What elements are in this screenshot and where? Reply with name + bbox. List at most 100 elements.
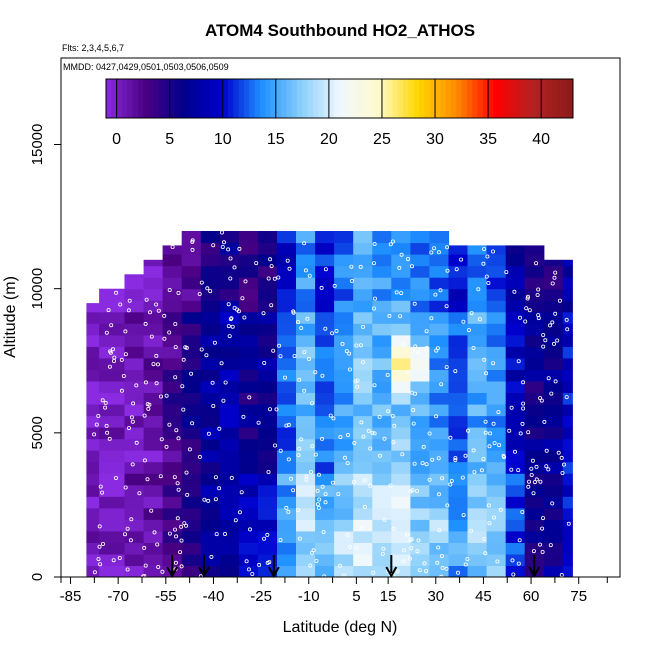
heat-cell [372,461,392,474]
heat-cell [296,450,316,463]
measurement-point [98,484,103,489]
heat-cell [162,357,183,370]
measurement-point [555,338,560,343]
measurement-point [354,545,359,550]
heat-cell [99,542,126,555]
colorbar-swatch [381,79,388,118]
colorbar-swatch [312,79,319,118]
heat-cell [410,565,431,577]
heat-cell [543,484,564,497]
plot-frame [60,57,621,578]
measurement-point [123,532,128,537]
dates-subtitle: MMDD: 0427,0429,0501,0503,0506,0509 [63,62,229,72]
measurement-point [388,242,393,247]
heat-cell [505,334,526,347]
heat-cell [543,553,564,566]
measurement-point [415,488,420,493]
heat-cell [315,334,335,347]
heat-cell [296,565,316,577]
measurement-point [507,428,512,433]
measurement-point [108,349,113,354]
heat-cell [238,473,259,486]
heat-cell [124,473,145,486]
measurement-point [531,549,536,554]
x-tick-label: -70 [107,588,129,605]
heat-cell [448,392,469,405]
heat-cell [124,274,145,278]
heat-cell [99,507,126,520]
colorbar-swatch [228,79,234,118]
heat-cell [257,311,278,324]
measurement-point [134,440,139,445]
heat-cell [448,245,469,255]
profile-arrow-head [267,566,280,579]
measurement-point [158,474,163,479]
measurement-point [535,292,540,297]
colorbar-swatch [413,79,420,118]
heat-cell [372,380,392,393]
heat-cell [219,357,240,370]
measurement-point [306,356,311,361]
heat-cell [410,404,431,417]
heat-cell [353,484,373,497]
heat-cell [448,519,469,532]
heat-column [124,274,145,577]
heat-cell [391,300,411,313]
heat-cell [505,484,526,497]
heat-cell [143,311,164,324]
heat-cell [410,231,431,244]
heat-cell [277,392,297,405]
measurement-point [92,432,97,437]
measurement-point [212,340,217,345]
heat-cell [277,277,297,290]
heat-column [467,245,488,577]
measurement-point [221,398,226,403]
measurement-point [465,557,470,562]
heat-cell [429,300,450,313]
measurement-point [226,302,231,307]
colorbar-swatch [339,79,346,118]
heat-cell [391,404,411,417]
colorbar-swatch [477,79,484,118]
measurement-point [278,354,283,359]
measurement-point [146,406,151,411]
measurement-point [411,407,416,412]
heat-cell [334,553,354,566]
colorbar-swatch [259,79,266,118]
measurement-point [453,458,458,463]
heat-cell [277,323,297,336]
y-tick-label: 15000 [29,124,46,166]
measurement-point [359,525,364,530]
measurement-point [297,446,302,451]
heat-cell [372,323,392,336]
heat-cell [410,438,431,451]
heat-column [562,259,573,577]
measurement-point [92,570,97,575]
measurement-point [377,414,382,419]
measurement-point [408,538,413,543]
heat-cell [181,346,202,359]
heat-column [200,231,221,577]
colorbar-swatch [180,79,187,118]
measurement-point [402,548,407,553]
measurement-point [517,538,522,543]
measurement-point [96,557,101,562]
heat-cell [257,461,278,474]
heat-cell [277,369,297,382]
heat-cell [562,565,573,577]
colorbar-frame [105,78,574,119]
measurement-point [316,472,321,477]
heat-cell [391,415,411,428]
heat-cell [429,369,450,382]
measurement-point [190,247,195,252]
heat-cell [219,231,240,244]
measurement-point [481,457,486,462]
heat-cell [505,530,526,543]
colorbar-swatch [435,79,441,118]
measurement-point [433,292,438,297]
measurement-point [543,338,548,343]
measurement-point [202,497,207,502]
measurement-point [415,350,420,355]
heat-cell [219,277,240,290]
heat-cell [372,473,392,486]
